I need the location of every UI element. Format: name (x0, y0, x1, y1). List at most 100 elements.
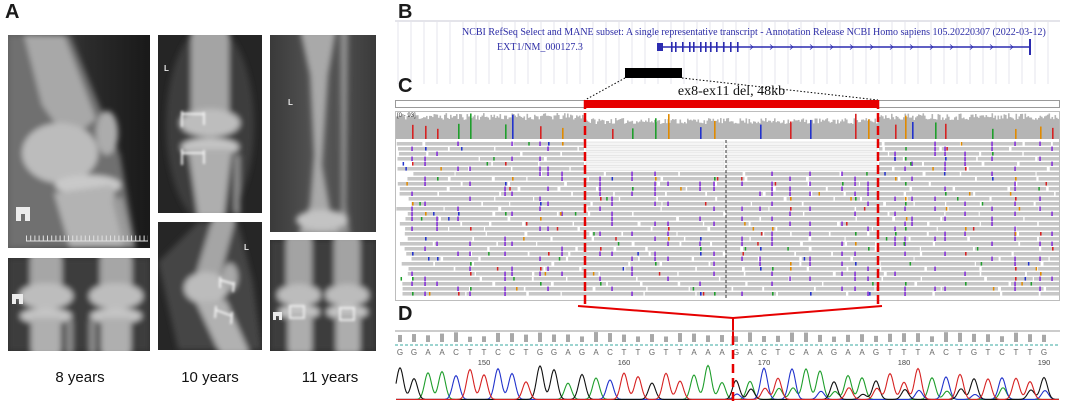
insertion-marker (841, 261, 843, 266)
aligned-read (880, 262, 975, 266)
coverage-mismatch (458, 123, 460, 139)
mismatch-marker (992, 152, 994, 156)
coverage-bar (463, 119, 466, 139)
insertion-marker (411, 271, 413, 276)
insertion-marker (611, 216, 613, 221)
insertion-marker (713, 221, 715, 226)
coverage-bar (913, 119, 916, 139)
zoom-connector (577, 305, 883, 320)
coverage-bar (948, 116, 950, 139)
mismatch-marker (470, 287, 472, 291)
coverage-bar (816, 118, 818, 139)
exon-block (1029, 39, 1031, 55)
aligned-read (1033, 277, 1059, 281)
aligned-read (594, 237, 684, 241)
aligned-read (845, 192, 904, 196)
coverage-bar (715, 120, 718, 139)
coverage-bar (825, 119, 827, 139)
mismatch-marker (965, 227, 967, 231)
insertion-marker (654, 171, 656, 176)
coverage-bar (507, 119, 509, 139)
coverage-bar (448, 118, 451, 139)
insertion-marker (867, 191, 869, 196)
aligned-read (745, 172, 840, 176)
insertion-marker (511, 141, 513, 146)
coverage-bar (879, 116, 881, 139)
aligned-read (399, 242, 433, 246)
aligned-read (469, 167, 511, 171)
aligned-read (841, 172, 923, 176)
coverage-mismatch (612, 128, 614, 139)
insertion-marker (771, 241, 773, 246)
coverage-mismatch (512, 114, 514, 139)
base-call: C (761, 348, 767, 357)
insertion-marker (504, 271, 506, 276)
insertion-marker (561, 211, 563, 216)
coverage-bar (447, 117, 449, 139)
insertion-marker (934, 141, 936, 146)
coverage-bar (759, 123, 761, 139)
coverage-mismatch (437, 128, 439, 139)
coverage-bar (709, 118, 712, 139)
insertion-marker (1051, 231, 1053, 236)
mismatch-marker (433, 212, 435, 216)
aligned-read (976, 177, 1037, 181)
aligned-read (455, 172, 540, 176)
coverage-bar (610, 119, 613, 139)
coverage-bar (670, 120, 673, 139)
coverage-bar (432, 117, 434, 139)
coverage-bar (630, 121, 632, 139)
coverage-bar (712, 118, 715, 139)
mismatch-marker (412, 202, 414, 206)
split-read-gap (726, 146, 878, 151)
mismatch-marker (965, 252, 967, 256)
aligned-read (889, 212, 945, 216)
insertion-marker (539, 271, 541, 276)
insertion-marker (911, 196, 913, 201)
aligned-read (625, 267, 696, 271)
caption-10-years: 10 years (181, 369, 239, 386)
quality-bar (650, 334, 654, 342)
coverage-bar (987, 116, 989, 139)
insertion-marker (894, 151, 896, 156)
mismatch-marker (540, 267, 542, 271)
insertion-marker (911, 161, 913, 166)
aligned-read (694, 257, 758, 261)
aligned-read (397, 182, 461, 186)
insertion-marker (561, 171, 563, 176)
aligned-read (572, 192, 614, 196)
quality-bar (874, 335, 878, 342)
mismatch-marker (702, 292, 705, 296)
coverage-bar (429, 115, 431, 139)
strand-arrow (789, 44, 794, 50)
coverage-bar (772, 120, 775, 139)
aligned-read (696, 267, 743, 271)
coverage-mismatch (760, 124, 762, 139)
exon-block (700, 42, 702, 52)
mismatch-marker (540, 202, 542, 206)
panel-d-label: D (398, 303, 413, 325)
aligned-read (914, 202, 945, 206)
aligned-read (539, 162, 584, 166)
trace-A (396, 364, 1059, 400)
coverage-bar (547, 115, 550, 139)
coverage-bar (426, 115, 428, 139)
insertion-marker (561, 271, 563, 276)
mismatch-marker (885, 237, 888, 241)
base-call: A (747, 348, 753, 357)
mismatch-marker (600, 197, 602, 201)
aligned-read (408, 267, 454, 271)
coverage-bar (682, 123, 685, 139)
aligned-read (761, 217, 856, 221)
position-label: 170 (758, 358, 771, 367)
coverage-bar (666, 123, 668, 139)
insertion-marker (667, 276, 669, 281)
coverage-bar (481, 115, 484, 139)
mismatch-marker (458, 292, 460, 296)
aligned-read (955, 187, 1008, 191)
coverage-bar (663, 123, 665, 139)
coverage-bar (930, 118, 932, 139)
coverage-bar (501, 118, 503, 139)
coverage-bar (741, 120, 743, 139)
aligned-read (923, 162, 982, 166)
